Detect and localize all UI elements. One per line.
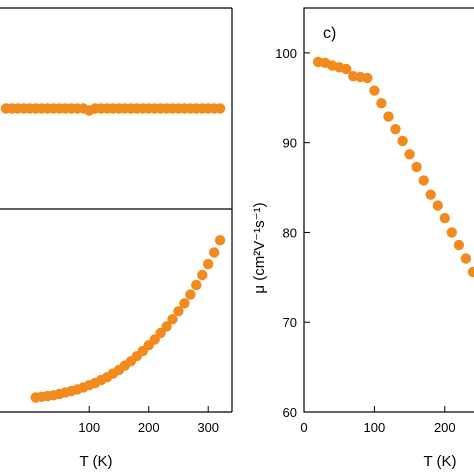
panel-bottom-left-data-point [214, 235, 226, 246]
panel-right-data-point [362, 72, 373, 84]
panel-bottom-left-data-point [209, 247, 220, 258]
panel-right-data-point [369, 85, 380, 96]
panel-right-y-tick-label: 90 [283, 136, 297, 151]
panel-bottom-left-data-point [203, 258, 214, 270]
panel-right-data-point [383, 111, 394, 122]
panel-right-label: c) [323, 25, 336, 42]
panel-right-data-point [453, 239, 465, 251]
panel-right-y-tick-label: 100 [275, 46, 297, 61]
panel-right-y-axis-title: μ (cm²V⁻¹s⁻¹) [251, 202, 268, 293]
panel-right-x-tick-label: 100 [364, 420, 386, 435]
panel-right-data-point [425, 189, 436, 200]
panel-top-left [0, 7, 233, 210]
panel-right-marks [312, 56, 474, 278]
panel-right-y-tick-label: 80 [283, 225, 297, 240]
panel-bottom-left-data-point [185, 289, 196, 300]
panel-right-data-point [446, 227, 457, 238]
panel-bottom-left-x-tick-label: 100 [78, 420, 100, 435]
panel-bottom-left-x-tick-label: 200 [138, 420, 160, 435]
panel-top-left-data-point [214, 103, 226, 114]
panel-right-data-point [411, 161, 422, 173]
panel-top-left-marks [0, 103, 226, 116]
panel-right-x-tick-label: 200 [434, 420, 456, 435]
panel-right-data-point [397, 135, 408, 147]
panel-right-data-point [467, 266, 474, 278]
panel-right-data-point [460, 253, 472, 264]
panel-bottom-left-marks [30, 235, 226, 403]
panel-bottom-left-ticks: 100 200 300 [78, 406, 219, 435]
panel-right-ticks: 0 100 200 60 70 80 90 100 [275, 46, 455, 435]
panel-bottom-left-data-point [161, 321, 172, 332]
panel-bottom-left-x-axis-title: T (K) [79, 453, 112, 470]
panel-right-y-tick-label: 60 [283, 405, 297, 420]
panel-right-data-point [432, 200, 443, 211]
panel-right-data-point [376, 98, 387, 109]
panel-right-frame [303, 7, 474, 413]
panel-bottom-left-data-point [197, 269, 208, 281]
panel-right-y-tick-label: 70 [283, 315, 297, 330]
panel-right-data-point [404, 149, 415, 160]
panel-bottom-left-data-point [173, 306, 184, 317]
panel-right-data-point [439, 212, 450, 224]
panel-right-data-point [418, 175, 429, 186]
panel-bottom-left-data-point [167, 314, 178, 325]
panel-bottom-left: 100 200 300 T (K) [0, 209, 233, 470]
panel-right-data-point [341, 63, 352, 75]
panel-right: c) 0 100 200 60 70 80 90 100 T (K) μ (cm²V⁻¹s⁻¹… [251, 7, 474, 470]
panel-bottom-left-data-point [191, 279, 202, 291]
panel-right-data-point [390, 124, 401, 135]
panel-bottom-left-x-tick-label: 300 [197, 420, 219, 435]
panel-right-x-tick-label: 0 [300, 420, 307, 435]
panel-right-x-axis-title: T (K) [423, 453, 456, 470]
panel-bottom-left-data-point [179, 298, 190, 309]
